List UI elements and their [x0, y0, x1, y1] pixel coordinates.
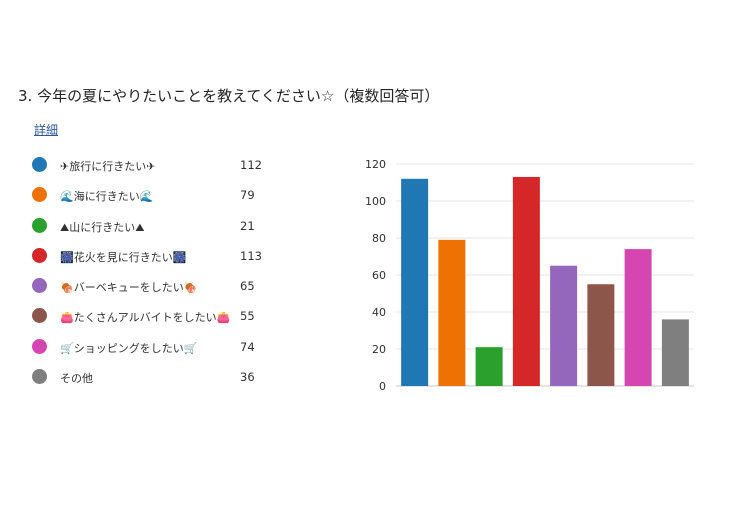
- y-tick-label: 100: [365, 195, 386, 208]
- bar[interactable]: [438, 239, 466, 386]
- legend-label: 🛒ショッピングをしたい🛒: [60, 341, 198, 355]
- legend-item: ⛰山に行きたい⛰ 21: [32, 215, 272, 245]
- legend-color-dot: [32, 369, 47, 385]
- legend-color-dot: [32, 187, 47, 203]
- y-tick-label: 0: [379, 380, 386, 393]
- legend-count: 21: [240, 218, 255, 233]
- y-tick-label: 20: [372, 343, 386, 356]
- bar[interactable]: [475, 347, 503, 386]
- legend-count: 113: [240, 248, 262, 263]
- question-title: 3. 今年の夏にやりたいことを教えてください☆（複数回答可）: [18, 87, 440, 105]
- legend-item: 👛たくさんアルバイトをしたい👛 55: [32, 305, 272, 335]
- legend-count: 65: [240, 279, 255, 294]
- legend-count: 55: [240, 309, 255, 324]
- legend-color-dot: [32, 247, 47, 263]
- legend-label: その他: [60, 372, 93, 386]
- bar[interactable]: [661, 319, 689, 386]
- legend-label: 🌊海に行きたい🌊: [60, 190, 154, 204]
- bar[interactable]: [624, 249, 652, 386]
- y-tick-label: 60: [372, 269, 386, 282]
- legend-label: 🍖バーベキューをしたい🍖: [60, 281, 198, 295]
- legend-color-dot: [32, 157, 47, 172]
- legend-label: ✈旅行に行きたい✈: [60, 160, 156, 173]
- legend-count: 112: [240, 158, 262, 172]
- y-tick-label: 120: [365, 158, 386, 171]
- legend-color-dot: [32, 278, 47, 294]
- legend-label: 🎆花火を見に行きたい🎆: [60, 250, 187, 264]
- legend-item: 🛒ショッピングをしたい🛒 74: [32, 336, 272, 366]
- legend-color-dot: [32, 217, 47, 233]
- legend-item: 🎆花火を見に行きたい🎆 113: [32, 245, 272, 275]
- legend-item: 🍖バーベキューをしたい🍖 65: [32, 275, 272, 305]
- y-tick-label: 80: [372, 232, 386, 245]
- legend-color-dot: [32, 308, 47, 324]
- legend-label: 👛たくさんアルバイトをしたい👛: [60, 311, 231, 325]
- legend-count: 74: [240, 339, 255, 354]
- bar[interactable]: [401, 178, 429, 386]
- bar[interactable]: [550, 265, 578, 386]
- legend-item: その他 36: [32, 366, 272, 396]
- details-link[interactable]: 詳細: [34, 123, 59, 137]
- legend-item: ✈旅行に行きたい✈ 112: [32, 154, 272, 184]
- legend-label: ⛰山に行きたい⛰: [60, 220, 145, 234]
- legend-count: 36: [240, 370, 255, 385]
- legend-count: 79: [240, 188, 255, 203]
- bar[interactable]: [512, 176, 540, 386]
- legend-color-dot: [32, 338, 47, 354]
- bar[interactable]: [587, 284, 615, 386]
- legend-item: 🌊海に行きたい🌊 79: [32, 184, 272, 214]
- y-tick-label: 40: [372, 306, 386, 319]
- legend: ✈旅行に行きたい✈ 112 🌊海に行きたい🌊 79 ⛰山に行きたい⛰ 21 🎆花火を見に行き…: [32, 154, 272, 396]
